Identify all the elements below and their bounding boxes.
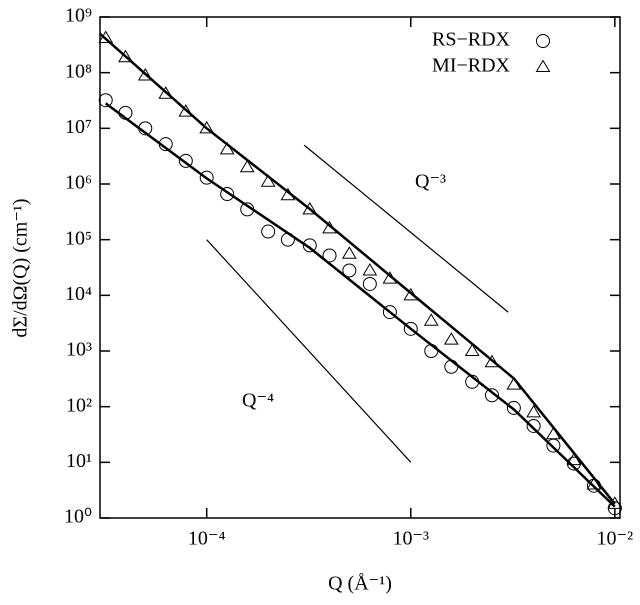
y-tick-label: 10⁸ (65, 60, 92, 82)
circle-marker (424, 344, 439, 358)
y-axis-label: dΣ/dΩ(Q) (cm⁻¹) (10, 198, 32, 337)
x-tick-label: 10⁻² (597, 528, 634, 550)
y-tick-label: 10⁰ (64, 506, 92, 528)
y-tick-label: 10¹ (66, 450, 92, 472)
y-tick-label: 10⁷ (65, 116, 92, 138)
circle-marker (138, 121, 153, 136)
triangle-marker (178, 104, 194, 117)
guide-label: Q⁻³ (415, 171, 446, 193)
triangle-marker (362, 262, 378, 276)
circle-marker (465, 374, 480, 389)
triangle-marker (280, 187, 296, 201)
legend-label: MI−RDX (432, 55, 511, 77)
circle-marker (220, 187, 235, 202)
y-tick-label: 10³ (66, 339, 92, 361)
triangle-marker (464, 343, 480, 357)
circle-marker (566, 456, 581, 471)
circle-marker (382, 305, 397, 320)
plot-frame (99, 16, 621, 519)
triangle-marker (506, 377, 522, 390)
circle-marker (484, 388, 499, 403)
circle-marker (199, 170, 214, 185)
triangle-marker (199, 120, 215, 134)
circle-marker (403, 321, 418, 336)
y-tick-label: 10⁹ (65, 5, 92, 27)
triangle-marker (423, 313, 439, 326)
circle-marker (342, 263, 357, 278)
y-tick-label: 10⁴ (65, 283, 92, 305)
y-tick-label: 10² (66, 394, 92, 416)
circle-marker (158, 137, 173, 152)
x-tick-label: 10⁻⁴ (188, 528, 226, 550)
triangle-marker (443, 332, 459, 345)
triangle-marker (260, 174, 276, 187)
circle-marker (178, 153, 193, 168)
circle-marker (322, 248, 337, 263)
guide-line (206, 239, 412, 463)
triangle-marker (302, 201, 318, 215)
triangle-marker (526, 404, 542, 418)
guide-label: Q⁻⁴ (242, 390, 274, 412)
triangle-marker (566, 452, 582, 466)
triangle-marker (239, 159, 255, 173)
triangle-marker (137, 67, 153, 81)
circle-marker (280, 232, 295, 247)
circle-marker (118, 105, 133, 120)
circle-marker (536, 34, 550, 48)
circle-marker (546, 438, 561, 453)
triangle-marker (98, 30, 114, 44)
triangle-marker (118, 49, 133, 63)
circle-marker (526, 418, 541, 433)
fit-line (104, 102, 616, 508)
triangle-marker (535, 59, 551, 73)
triangle-marker (484, 354, 500, 368)
circle-marker (444, 359, 459, 374)
y-tick-label: 10⁵ (65, 227, 92, 249)
legend-label: RS−RDX (432, 29, 511, 51)
circle-marker (261, 224, 276, 239)
x-tick-label: 10⁻³ (392, 528, 429, 550)
triangle-marker (607, 496, 623, 509)
fit-line (99, 32, 616, 505)
circle-marker (240, 202, 255, 217)
triangle-marker (382, 271, 398, 284)
x-axis-label: Q (Å⁻¹) (328, 573, 392, 595)
circle-marker (362, 276, 377, 291)
triangle-marker (403, 287, 419, 301)
circle-marker (506, 400, 521, 415)
triangle-marker (341, 246, 357, 259)
triangle-marker (322, 220, 337, 234)
triangle-marker (219, 141, 235, 155)
circle-marker (302, 238, 317, 253)
triangle-marker (158, 86, 174, 99)
y-tick-label: 10⁶ (65, 172, 92, 194)
triangle-marker (546, 426, 561, 440)
circle-marker (586, 478, 601, 493)
triangle-marker (586, 476, 602, 490)
circle-marker (98, 93, 113, 108)
guide-line (303, 144, 509, 313)
